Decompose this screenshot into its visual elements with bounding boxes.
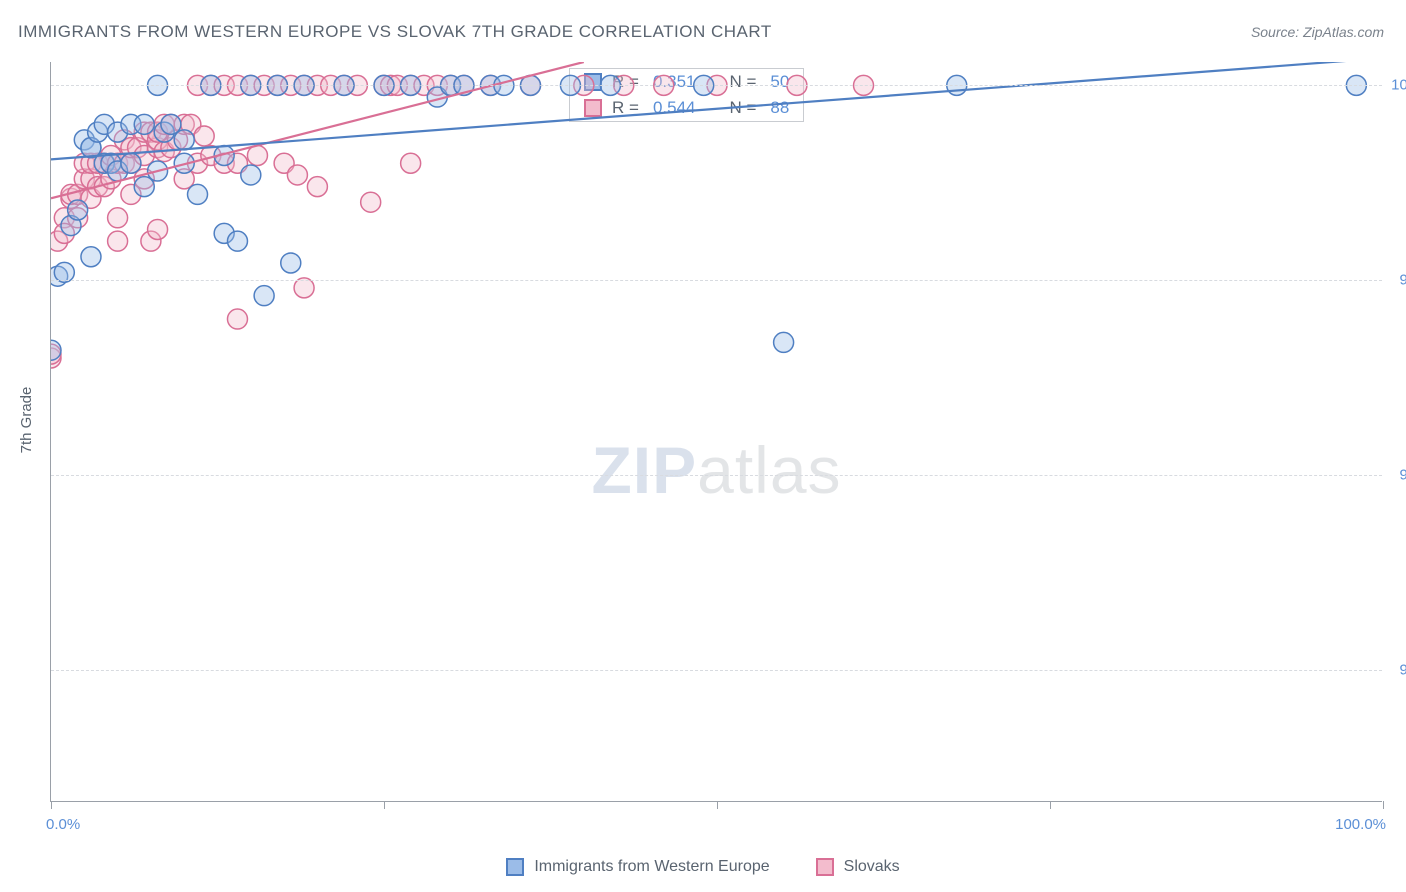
legend-swatch-icon — [816, 858, 834, 876]
bottom-legend: Immigrants from Western Europe Slovaks — [0, 858, 1406, 876]
data-point — [361, 192, 381, 212]
data-point — [774, 332, 794, 352]
data-point — [108, 231, 128, 251]
data-point — [134, 114, 154, 134]
bottom-legend-item: Immigrants from Western Europe — [506, 858, 769, 876]
x-tick — [717, 801, 718, 809]
data-point — [241, 165, 261, 185]
data-point — [281, 253, 301, 273]
source-label: Source: ZipAtlas.com — [1251, 24, 1384, 40]
gridline — [51, 85, 1382, 86]
y-axis-label: 7th Grade — [18, 387, 35, 454]
bottom-legend-label: Slovaks — [844, 858, 900, 876]
bottom-legend-item: Slovaks — [816, 858, 900, 876]
gridline — [51, 670, 1382, 671]
data-point — [307, 177, 327, 197]
data-point — [227, 231, 247, 251]
data-point — [108, 208, 128, 228]
x-tick — [1383, 801, 1384, 809]
data-point — [227, 309, 247, 329]
x-tick — [51, 801, 52, 809]
chart-container: IMMIGRANTS FROM WESTERN EUROPE VS SLOVAK… — [0, 0, 1406, 892]
y-tick-label: 100.0% — [1386, 77, 1406, 94]
data-point — [174, 130, 194, 150]
y-tick-label: 92.5% — [1386, 661, 1406, 678]
data-point — [194, 126, 214, 146]
legend-swatch-icon — [506, 858, 524, 876]
x-tick-label-right: 100.0% — [1335, 816, 1386, 833]
gridline — [51, 475, 1382, 476]
y-tick-label: 95.0% — [1386, 466, 1406, 483]
data-point — [121, 153, 141, 173]
x-tick-label-left: 0.0% — [46, 816, 80, 833]
x-tick — [384, 801, 385, 809]
data-point — [188, 184, 208, 204]
plot-area: ZIPatlas R = 0.351 N = 50 R = 0.544 N = … — [50, 62, 1382, 802]
scatter-svg — [51, 62, 1383, 802]
data-point — [148, 219, 168, 239]
chart-title: IMMIGRANTS FROM WESTERN EUROPE VS SLOVAK… — [18, 22, 772, 42]
bottom-legend-label: Immigrants from Western Europe — [534, 858, 769, 876]
data-point — [254, 286, 274, 306]
data-point — [287, 165, 307, 185]
data-point — [68, 200, 88, 220]
y-tick-label: 97.5% — [1386, 272, 1406, 289]
data-point — [247, 145, 267, 165]
gridline — [51, 280, 1382, 281]
x-tick — [1050, 801, 1051, 809]
data-point — [401, 153, 421, 173]
data-point — [81, 247, 101, 267]
